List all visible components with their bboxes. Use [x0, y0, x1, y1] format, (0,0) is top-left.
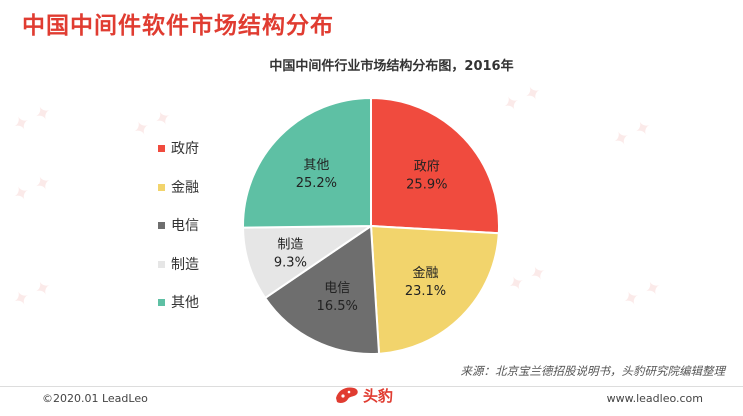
pie-slice-label: 其他: [303, 158, 329, 173]
legend-label: 其他: [171, 295, 199, 311]
pie-slice-5: [242, 96, 372, 229]
legend-swatch: [158, 222, 165, 229]
pie-slice-value-label: 23.1%: [405, 284, 446, 299]
source-note: 来源：北京宝兰德招股说明书，头豹研究院编辑整理: [460, 364, 726, 378]
leopard-logo-icon: [336, 387, 358, 403]
pie-slice-label: 制造: [277, 237, 303, 252]
pie-slice-value-label: 9.3%: [274, 255, 307, 270]
pie-slice-label: 政府: [414, 159, 440, 174]
footer-copyright: ©2020.01 LeadLeo: [42, 392, 148, 405]
legend-item: 制造: [158, 254, 199, 293]
legend-item: 电信: [158, 215, 199, 254]
pie-slice-label: 电信: [324, 281, 350, 296]
legend-label: 电信: [171, 218, 199, 234]
pie-slice-2: [369, 224, 500, 355]
footer-divider: [0, 386, 743, 387]
pie-slice-3: [263, 224, 381, 355]
legend-swatch: [158, 260, 165, 268]
legend-swatch: [158, 183, 165, 191]
legend-item: 金融: [158, 177, 199, 216]
legend-item: 政府: [158, 138, 199, 177]
chart-legend: 政府 金融 电信 制造 其他: [158, 138, 199, 331]
footer-logo: 头豹: [334, 384, 393, 406]
legend-item: 其他: [158, 292, 199, 331]
pie-slice-1: [370, 96, 500, 235]
legend-label: 金融: [171, 179, 199, 196]
footer-logo-text: 头豹: [363, 386, 394, 405]
pie-slice-label: 金融: [412, 265, 438, 281]
legend-swatch: [158, 299, 165, 306]
page-title: 中国中间件软件市场结构分布: [22, 13, 334, 39]
footer-website: www.leadleo.com: [606, 392, 703, 405]
legend-label: 制造: [171, 256, 199, 273]
pie-slice-value-label: 16.5%: [317, 299, 358, 314]
chart-title: 中国中间件行业市场结构分布图，2016年: [269, 59, 514, 74]
pie-slice-value-label: 25.9%: [406, 177, 447, 192]
pie-slice-value-label: 25.2%: [296, 176, 337, 191]
legend-swatch: [158, 145, 165, 152]
legend-label: 政府: [171, 141, 199, 157]
